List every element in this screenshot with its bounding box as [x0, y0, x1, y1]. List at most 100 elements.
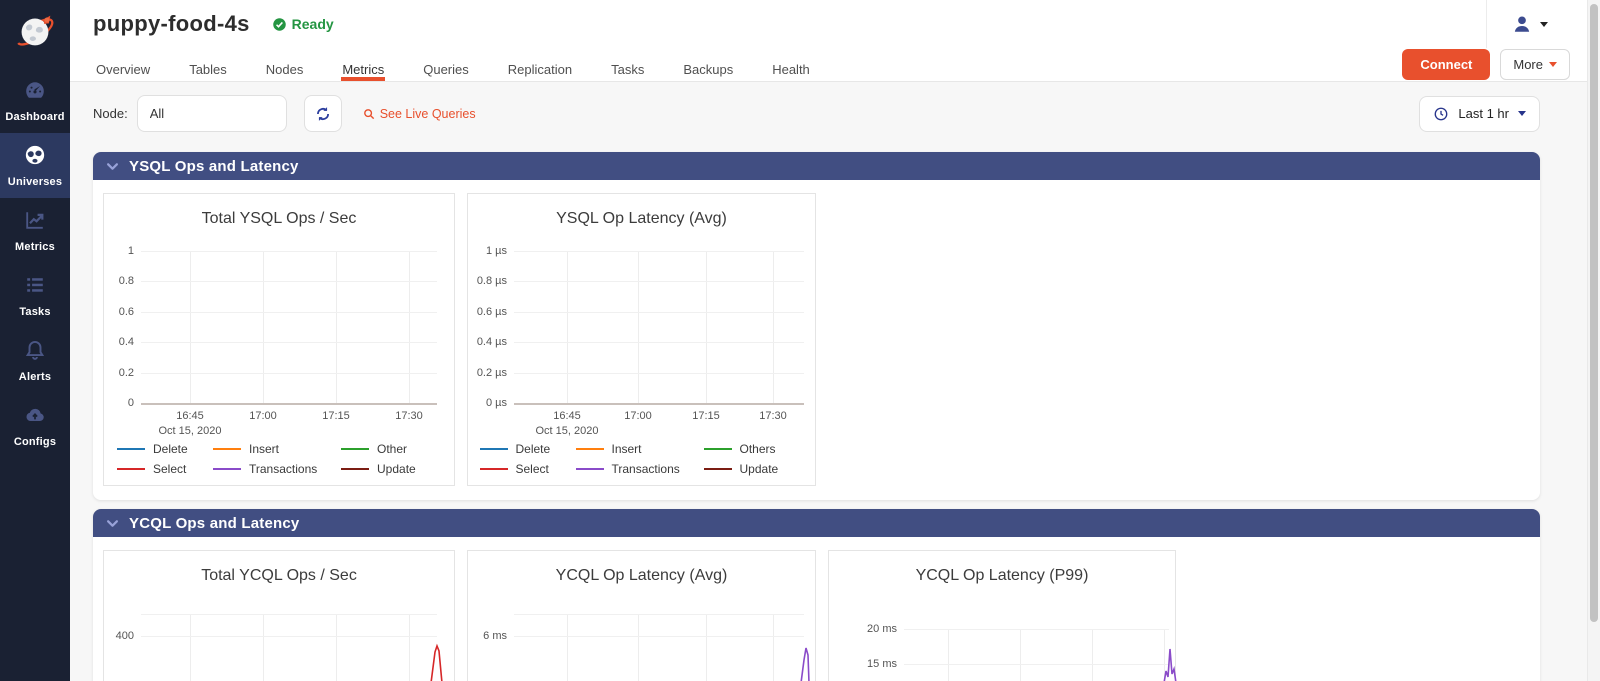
y-axis-tick: 6 ms [483, 630, 507, 642]
connect-button[interactable]: Connect [1402, 49, 1491, 80]
configs-icon [24, 404, 46, 431]
main-area: puppy-food-4s Ready Overview Tables Nodes M… [70, 0, 1600, 681]
legend-item-delete: Delete [117, 442, 213, 456]
gridline [141, 372, 437, 374]
gridline [904, 664, 1169, 665]
universe-tab-bar: Overview Tables Nodes Metrics Queries Replica… [70, 48, 1600, 82]
universes-icon [24, 144, 46, 171]
tab-queries[interactable]: Queries [423, 62, 469, 77]
ysql-charts: Total YSQL Ops / Sec 1 0.8 0.6 0.4 0.2 0 16:45 1… [93, 180, 1540, 500]
y-axis-tick: 0.8 [118, 275, 134, 288]
gridline [514, 636, 804, 637]
y-axis-tick: 1 µs [485, 245, 507, 257]
ysql-section-header[interactable]: YSQL Ops and Latency [93, 152, 1540, 180]
gridline [336, 251, 337, 403]
refresh-button[interactable] [303, 95, 342, 132]
gridline [638, 251, 639, 403]
gridline [190, 614, 191, 681]
vertical-scrollbar[interactable] [1587, 0, 1600, 681]
search-icon [363, 108, 374, 119]
gridline [1164, 629, 1165, 681]
gridline [1092, 629, 1093, 681]
gridline [514, 251, 804, 252]
ycql-charts: Total YCQL Ops / Sec 400 YCQL Op Latency (… [93, 537, 1540, 681]
scrollbar-thumb[interactable] [1590, 4, 1598, 622]
gridline [1020, 629, 1021, 681]
user-menu[interactable] [1486, 0, 1600, 48]
sidebar-item-label: Universes [7, 176, 63, 188]
sidebar-item-configs[interactable]: Configs [0, 393, 70, 458]
gridline [514, 342, 804, 344]
time-range-dropdown[interactable]: Last 1 hr [1419, 95, 1540, 132]
legend-swatch [117, 447, 145, 451]
x-axis-date-label: Oct 15, 2020 [158, 425, 222, 437]
gridline [141, 281, 437, 283]
y-axis-tick: 15 ms [867, 658, 897, 670]
node-select[interactable] [136, 95, 287, 132]
legend-label: Delete [515, 442, 551, 456]
y-axis-tick: 20 ms [867, 623, 897, 635]
gridline [904, 629, 1169, 630]
sidebar-item-alerts[interactable]: Alerts [0, 328, 70, 393]
tab-tasks[interactable]: Tasks [611, 62, 645, 77]
legend-item-delete: Delete [479, 442, 576, 456]
legend-label: Select [153, 462, 187, 476]
tab-overview[interactable]: Overview [96, 62, 151, 77]
chart-ycql-op-latency-p99-: YCQL Op Latency (P99) 20 ms 15 ms [828, 550, 1177, 681]
universe-header: puppy-food-4s Ready [70, 0, 1600, 48]
gridline [263, 251, 264, 403]
tab-health[interactable]: Health [772, 62, 810, 77]
x-axis-tick: 17:15 [322, 410, 350, 422]
legend-label: Other [377, 442, 408, 456]
y-axis-tick: 0.6 µs [476, 305, 507, 318]
legend-swatch [213, 467, 241, 471]
tab-metrics[interactable]: Metrics [341, 48, 386, 81]
chart-title: Total YCQL Ops / Sec [201, 567, 357, 584]
gridline [567, 251, 568, 403]
tab-backups[interactable]: Backups [683, 62, 734, 77]
y-axis-tick: 0.4 [118, 336, 134, 349]
sidebar-item-tasks[interactable]: Tasks [0, 263, 70, 328]
sidebar: Dashboard Universes Metrics Tasks Alerts Conf… [0, 0, 70, 681]
chart-title: YCQL Op Latency (Avg) [555, 567, 728, 584]
chart-ysql-op-latency-avg-: YSQL Op Latency (Avg) 1 µs 0.8 µs 0.6 µs 0.4… [467, 193, 816, 486]
chart-total-ycql-ops-sec: Total YCQL Ops / Sec 400 [103, 550, 455, 681]
gridline [141, 403, 437, 405]
gridline [514, 403, 804, 405]
x-axis-date-label: Oct 15, 2020 [535, 425, 599, 437]
gridline [141, 342, 437, 344]
x-axis-tick: 16:45 [553, 410, 581, 422]
y-axis-tick: 0.4 µs [476, 336, 507, 349]
tab-tables[interactable]: Tables [189, 62, 227, 77]
sidebar-item-universes[interactable]: Universes [0, 133, 70, 198]
legend-label: Transactions [611, 462, 680, 476]
gridline [773, 614, 774, 681]
legend-item-select: Select [479, 462, 576, 476]
sidebar-item-dashboard[interactable]: Dashboard [0, 68, 70, 133]
section-title: YSQL Ops and Latency [129, 157, 299, 175]
gridline [514, 281, 804, 283]
gridline [706, 251, 707, 403]
sidebar-item-metrics[interactable]: Metrics [0, 198, 70, 263]
tab-nodes[interactable]: Nodes [265, 62, 304, 77]
legend-swatch [703, 447, 732, 451]
gridline [141, 614, 437, 615]
node-label: Node: [93, 106, 128, 121]
yugabyte-logo[interactable] [0, 0, 70, 62]
chart-title: YSQL Op Latency (Avg) [556, 210, 727, 227]
tasks-icon [24, 274, 46, 301]
tab-replication[interactable]: Replication [507, 62, 573, 77]
universe-title: puppy-food-4s [93, 11, 250, 36]
gridline [141, 311, 437, 313]
metrics-content: Node: See Live Queries [70, 82, 1600, 681]
y-axis-tick: 0.6 [118, 305, 134, 318]
see-live-queries-link[interactable]: See Live Queries [362, 107, 476, 121]
x-axis-tick: 17:30 [759, 410, 787, 422]
legend-swatch [479, 467, 508, 471]
more-button[interactable]: More [1500, 49, 1570, 80]
status-label: Ready [291, 16, 334, 32]
see-live-queries-label: See Live Queries [379, 106, 476, 121]
legend-label: Select [515, 462, 549, 476]
legend-item-other: Other [341, 442, 441, 456]
ycql-section-header[interactable]: YCQL Ops and Latency [93, 509, 1540, 537]
